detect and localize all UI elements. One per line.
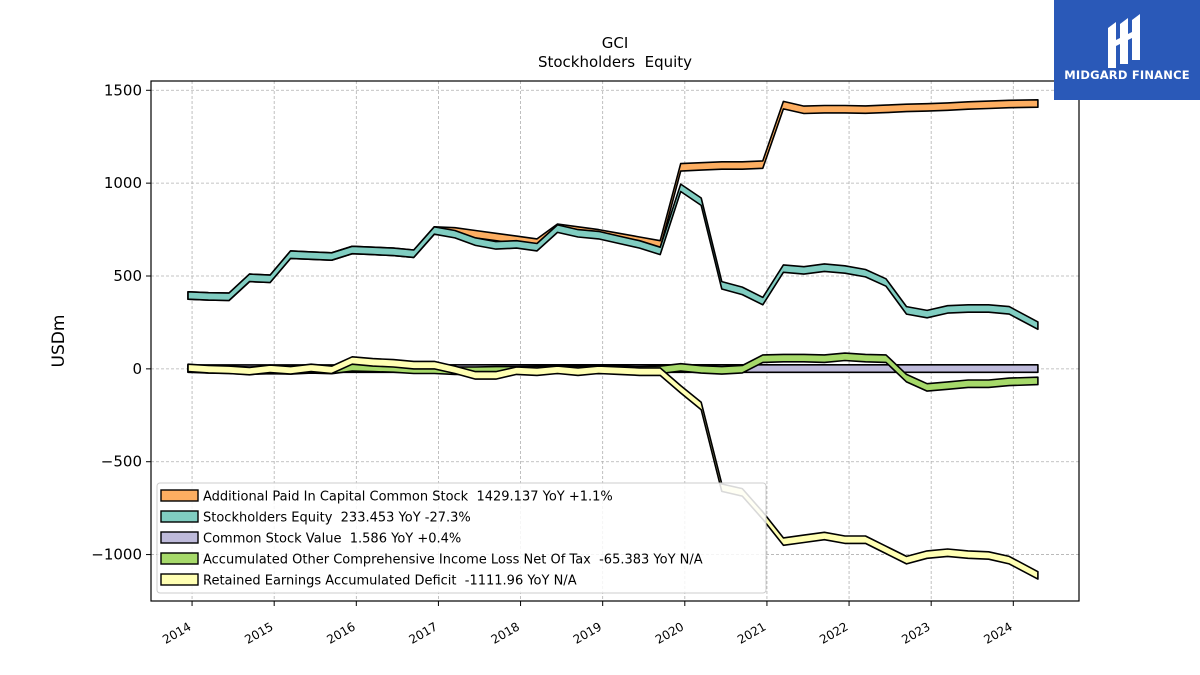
legend-entry: Accumulated Other Comprehensive Income L…	[203, 553, 703, 568]
x-tick-label: 2018	[489, 619, 522, 646]
series-band-4	[187, 356, 1039, 580]
legend-entry: Stockholders Equity 233.453 YoY -27.3%	[203, 511, 471, 526]
x-tick-label: 2023	[899, 619, 932, 646]
y-tick-label: 500	[113, 267, 142, 285]
legend-entry: Additional Paid In Capital Common Stock …	[203, 490, 613, 505]
x-tick-label: 2016	[324, 619, 357, 646]
legend-swatch	[160, 573, 199, 586]
series-layer	[187, 99, 1039, 580]
brand-mark-icon	[1108, 14, 1140, 68]
brand-name: MIDGARD FINANCE	[1064, 68, 1190, 82]
legend: Additional Paid In Capital Common Stock …	[156, 482, 767, 594]
x-tick-label: 2019	[571, 619, 604, 646]
x-tick-label: 2022	[817, 619, 850, 646]
x-tick-label: 2024	[981, 619, 1014, 646]
plot-frame	[150, 80, 1080, 602]
legend-box	[156, 482, 767, 594]
series-band-1	[187, 183, 1039, 331]
y-tick-label: 1000	[104, 174, 142, 192]
y-tick-label: −500	[101, 453, 142, 471]
y-tick-label: −1000	[91, 546, 142, 564]
x-tick-label: 2015	[242, 619, 275, 646]
legend-swatch	[160, 489, 199, 502]
chart-title: GCI	[602, 34, 629, 52]
chart-subtitle: Stockholders Equity	[538, 53, 692, 71]
x-tick-label: 2014	[160, 619, 193, 646]
legend-swatch	[160, 510, 199, 523]
x-tick-label: 2021	[735, 619, 768, 646]
y-tick-label: 0	[132, 360, 142, 378]
x-tick-label: 2020	[653, 619, 686, 646]
legend-swatch	[160, 552, 199, 565]
legend-entry: Retained Earnings Accumulated Deficit -1…	[203, 574, 577, 589]
brand-logo: MIDGARD FINANCE	[1054, 0, 1200, 100]
legend-swatch	[160, 531, 199, 544]
y-axis-label: USDm	[49, 315, 69, 368]
y-tick-label: 1500	[104, 81, 142, 99]
series-band-0	[187, 99, 1039, 302]
legend-entry: Common Stock Value 1.586 YoY +0.4%	[203, 532, 461, 547]
x-tick-label: 2017	[406, 619, 439, 646]
